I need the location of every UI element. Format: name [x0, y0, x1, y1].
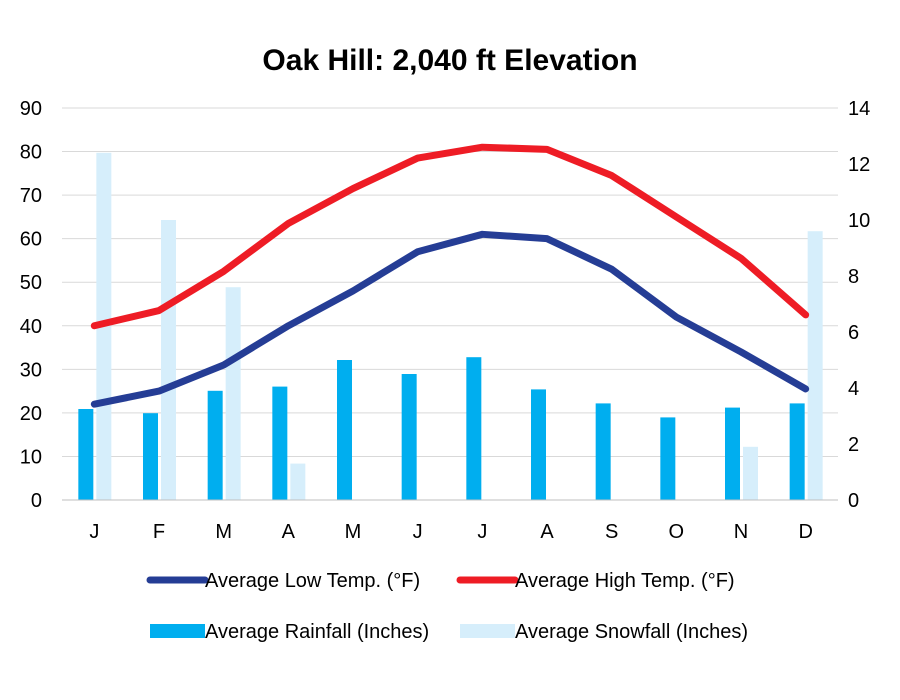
x-tick-label: O — [669, 521, 685, 543]
rainfall-bar — [466, 357, 482, 500]
axis-layer: 0 10 20 30 40 50 60 70 80 90 0 2 4 6 8 10 12 14 J F M A M J J A S O… — [20, 98, 871, 543]
y-right-tick-label: 14 — [848, 98, 870, 120]
bar-layer — [78, 152, 823, 501]
y-right-tick-label: 0 — [848, 490, 859, 512]
rainfall-bar — [725, 407, 740, 500]
x-tick-label: A — [282, 521, 296, 543]
legend-low-temp-label: Average Low Temp. (°F) — [205, 570, 420, 592]
snowfall-bar — [807, 231, 823, 500]
rainfall-bar — [595, 403, 611, 500]
y-left-tick-label: 20 — [20, 403, 42, 425]
chart-title: Oak Hill: 2,040 ft Elevation — [262, 44, 638, 77]
snowfall-bar — [225, 287, 241, 500]
y-left-tick-label: 10 — [20, 446, 42, 468]
x-tick-label: S — [605, 521, 618, 543]
y-left-tick-label: 80 — [20, 142, 42, 164]
high-temp-line — [90, 143, 810, 330]
y-left-tick-label: 90 — [20, 98, 42, 120]
y-right-tick-label: 8 — [848, 266, 859, 288]
x-tick-label: J — [413, 521, 423, 543]
x-tick-label: F — [153, 521, 165, 543]
grid-layer — [62, 107, 838, 501]
rainfall-bar — [143, 413, 158, 500]
rainfall-bar — [207, 390, 223, 500]
line-layer — [90, 143, 810, 408]
x-tick-label: J — [89, 521, 99, 543]
rainfall-bar — [337, 360, 352, 500]
snowfall-bar — [161, 220, 176, 500]
rainfall-bar — [789, 403, 805, 500]
x-tick-label: N — [734, 521, 748, 543]
y-left-tick-label: 60 — [20, 229, 42, 251]
y-left-tick-label: 50 — [20, 272, 42, 294]
y-right-tick-label: 10 — [848, 210, 870, 232]
x-tick-label: M — [345, 521, 362, 543]
rainfall-bar — [272, 386, 288, 500]
legend-snowfall-label: Average Snowfall (Inches) — [515, 621, 748, 643]
legend-high-temp-label: Average High Temp. (°F) — [515, 570, 735, 592]
y-right-tick-label: 2 — [848, 434, 859, 456]
rainfall-bar — [78, 409, 94, 500]
y-left-tick-label: 70 — [20, 185, 42, 207]
x-tick-label: J — [477, 521, 487, 543]
y-right-tick-label: 12 — [848, 154, 870, 176]
x-tick-label: D — [798, 521, 812, 543]
x-tick-label: A — [540, 521, 554, 543]
y-left-tick-label: 40 — [20, 316, 42, 338]
legend-rainfall-swatch — [150, 624, 205, 638]
rainfall-bar — [660, 417, 676, 500]
y-left-tick-label: 30 — [20, 359, 42, 381]
legend: Average Low Temp. (°F) Average High Temp.… — [146, 570, 748, 643]
y-right-tick-label: 4 — [848, 378, 859, 400]
y-left-tick-label: 0 — [31, 490, 42, 512]
rainfall-bar — [401, 374, 417, 500]
x-tick-label: M — [215, 521, 232, 543]
legend-snowfall-swatch — [460, 624, 515, 638]
low-temp-line — [90, 230, 810, 408]
rainfall-bar — [531, 389, 546, 500]
snowfall-bar — [290, 463, 306, 500]
y-right-tick-label: 6 — [848, 322, 859, 344]
snowfall-bar — [743, 446, 758, 500]
legend-rainfall-label: Average Rainfall (Inches) — [205, 621, 429, 643]
